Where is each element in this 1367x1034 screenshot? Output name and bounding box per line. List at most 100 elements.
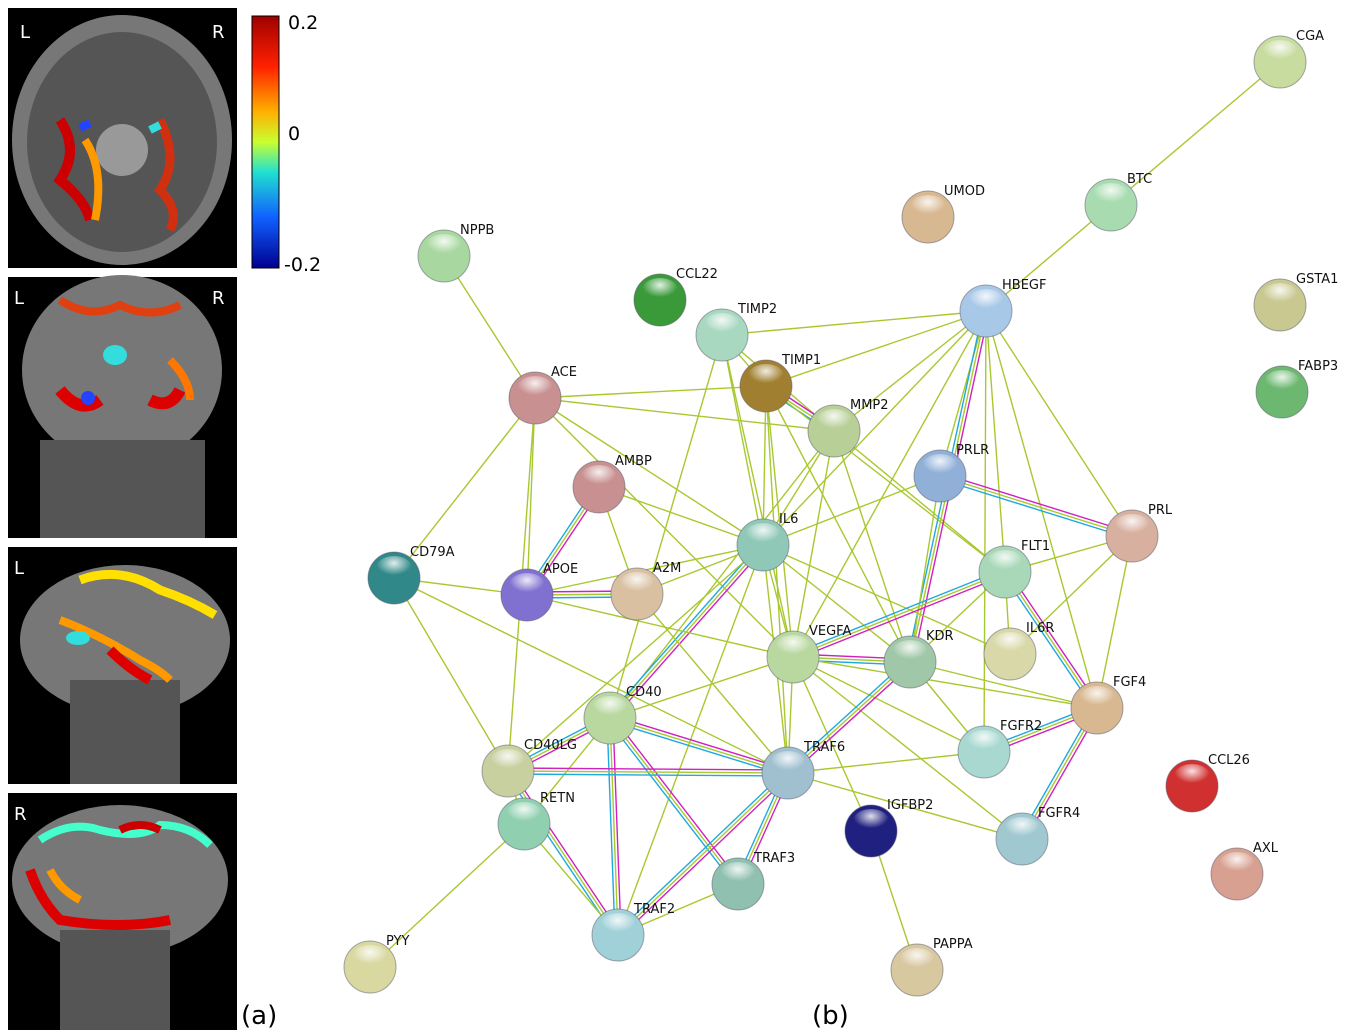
edge [984,311,986,752]
node-label: FGFR2 [1000,719,1042,734]
node-label: TRAF2 [633,902,675,917]
node-highlight [1114,514,1150,538]
node-highlight [966,730,1002,754]
node-label: ACE [551,365,577,380]
node-highlight [1262,283,1298,307]
node-label: KDR [926,629,954,644]
colorbar-tick: 0 [288,123,300,145]
node-label: CCL26 [1208,753,1250,768]
node-label: PYY [386,934,409,949]
node-highlight [892,640,928,664]
mri-slice-1 [8,8,237,268]
node-label: IL6 [779,512,798,527]
node-highlight [745,523,781,547]
edge [941,473,1133,533]
node-highlight [426,234,462,258]
node-highlight [642,278,678,302]
node-highlight [1079,686,1115,710]
node-highlight [968,289,1004,313]
node-highlight [770,751,806,775]
orientation-label: R [212,22,225,43]
edge [940,476,1132,536]
node-highlight [922,454,958,478]
panel-label: (a) [241,1001,277,1031]
node-label: PAPPA [933,937,973,952]
mri-slice-4 [8,793,237,1030]
orientation-label: L [14,288,24,309]
node-label: TRAF6 [803,740,845,755]
node-label: RETN [540,791,575,806]
node-highlight [376,556,412,580]
node-highlight [600,913,636,937]
node-highlight [619,572,655,596]
colorbar-tick: 0.2 [288,12,318,34]
edge [766,311,986,386]
node-highlight [581,465,617,489]
node-label: CD40 [626,685,662,700]
node-label: PRLR [956,443,989,458]
orientation-label: L [20,22,30,43]
node-label: IL6R [1026,621,1054,636]
edge [610,335,722,718]
edge [766,386,1005,572]
node-highlight [1262,40,1298,64]
edge [610,718,738,884]
node-highlight [490,749,526,773]
node-label: BTC [1127,172,1152,187]
edge [986,311,1005,572]
node-highlight [816,409,852,433]
node-label: PRL [1148,503,1173,518]
node-label: IGFBP2 [887,798,933,813]
node-highlight [987,550,1023,574]
edge [986,311,1132,536]
orientation-label: R [212,288,225,309]
node-highlight [1219,852,1255,876]
node-label: FGF4 [1113,675,1146,690]
node-label: CD79A [410,545,455,560]
node-highlight [853,809,889,833]
mri-slice-2 [8,275,237,538]
edge [793,657,1097,708]
node-highlight [775,635,811,659]
orientation-label: L [14,558,24,579]
node-label: CCL22 [676,267,718,282]
edge [788,752,984,773]
node-highlight [506,802,542,826]
edge [508,771,788,773]
edge [535,386,766,398]
node-label: AMBP [615,454,652,469]
node-highlight [592,696,628,720]
node-label: A2M [653,561,681,576]
node-highlight [509,573,545,597]
node-highlight [748,364,784,388]
node-highlight [910,195,946,219]
node-label: TIMP1 [781,353,821,368]
panel-label: (b) [812,1001,849,1031]
node-label: TRAF3 [753,851,795,866]
edge [608,720,736,886]
edge [535,398,834,431]
node-label: NPPB [460,223,494,238]
colorbar-tick: -0.2 [284,254,321,276]
orientation-label: R [14,804,27,825]
node-highlight [992,632,1028,656]
node-label: HBEGF [1002,278,1046,293]
node-label: GSTA1 [1296,272,1338,287]
node-label: TIMP2 [737,302,777,317]
edge [610,718,788,773]
node-highlight [517,376,553,400]
node-highlight [352,945,388,969]
node-label: VEGFA [809,624,851,639]
node-highlight [1004,817,1040,841]
node-highlight [704,313,740,337]
edge [508,768,788,770]
node-highlight [1174,764,1210,788]
node-label: FABP3 [1298,359,1338,374]
node-label: APOE [543,562,578,577]
node-label: FLT1 [1021,539,1050,554]
colorbar [252,16,279,268]
node-label: FGFR4 [1038,806,1080,821]
mri-slice-3 [8,547,237,784]
node-label: CGA [1296,29,1324,44]
